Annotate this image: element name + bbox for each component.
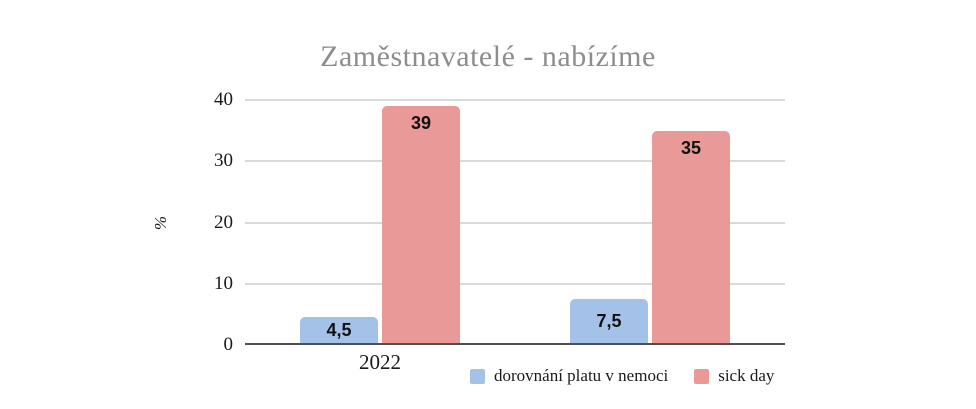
y-tick-label-40: 40 <box>214 89 233 110</box>
plot-area: 0 10 20 30 40 4,5 39 7,5 35 <box>214 89 785 355</box>
bar-group2-series1 <box>570 299 648 345</box>
y-tick-label-10: 10 <box>214 272 233 294</box>
legend-item-2: sick day <box>694 366 774 386</box>
legend-item-1: dorovnání platu v nemoci <box>470 366 668 386</box>
y-tick-label-30: 30 <box>214 150 233 172</box>
bar-group2-series2 <box>652 130 730 345</box>
bar-value-label: 39 <box>410 113 432 134</box>
x-axis-category-label: 2022 <box>359 350 401 374</box>
bar-value-label: 4,5 <box>326 320 352 341</box>
legend-swatch-icon <box>694 368 710 384</box>
legend-item-label: dorovnání platu v nemoci <box>494 366 669 385</box>
legend: dorovnání platu v nemoci sick day <box>470 366 774 386</box>
legend-item-label: sick day <box>718 366 775 385</box>
chart-title: Zaměstnavatelé - nabízíme <box>320 40 656 73</box>
gridline-10 <box>245 282 785 285</box>
y-tick-label-0: 0 <box>223 334 234 355</box>
y-tick-label-20: 20 <box>214 211 233 233</box>
x-axis-baseline <box>245 342 785 345</box>
bar-2022-series1 <box>300 317 378 345</box>
bar-value-label: 35 <box>680 137 702 158</box>
bar-2022-series2 <box>382 106 460 345</box>
bar-value-label: 7,5 <box>596 311 622 332</box>
legend-swatch-icon <box>470 368 485 384</box>
gridline-30 <box>245 160 785 163</box>
y-axis-label: % <box>151 215 170 231</box>
gridline-40 <box>245 99 785 101</box>
gridline-20 <box>245 221 785 224</box>
